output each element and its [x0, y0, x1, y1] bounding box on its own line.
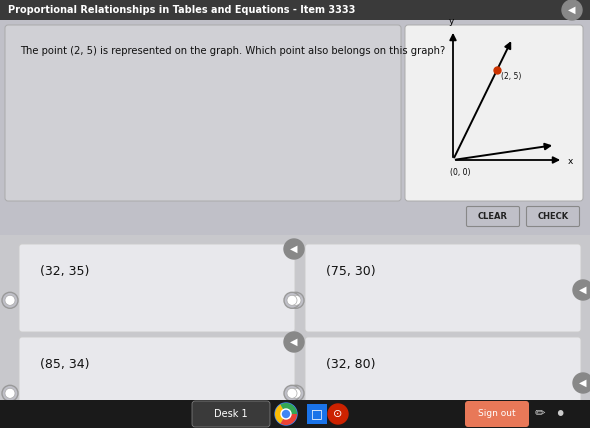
- Text: (32, 80): (32, 80): [326, 358, 375, 371]
- FancyBboxPatch shape: [0, 235, 590, 400]
- Text: (75, 30): (75, 30): [326, 265, 376, 278]
- Text: Desk 1: Desk 1: [214, 409, 248, 419]
- Circle shape: [275, 403, 297, 425]
- Circle shape: [284, 385, 300, 401]
- Wedge shape: [280, 414, 297, 425]
- Text: CHECK: CHECK: [537, 212, 569, 221]
- FancyBboxPatch shape: [5, 25, 401, 201]
- Circle shape: [5, 295, 15, 305]
- Circle shape: [291, 295, 301, 305]
- FancyBboxPatch shape: [192, 401, 270, 427]
- Text: (0, 0): (0, 0): [450, 168, 470, 177]
- Circle shape: [573, 280, 590, 300]
- FancyBboxPatch shape: [465, 401, 529, 427]
- Circle shape: [2, 385, 18, 401]
- Wedge shape: [275, 404, 286, 424]
- Circle shape: [573, 373, 590, 393]
- Text: CLEAR: CLEAR: [478, 212, 508, 221]
- Text: ◀: ◀: [568, 5, 576, 15]
- Text: ✏: ✏: [535, 407, 545, 420]
- Text: □: □: [311, 407, 323, 420]
- Text: y: y: [448, 17, 454, 26]
- Circle shape: [5, 388, 15, 398]
- FancyBboxPatch shape: [305, 337, 581, 425]
- FancyBboxPatch shape: [0, 0, 590, 20]
- Text: ◀: ◀: [290, 244, 298, 254]
- Circle shape: [562, 0, 582, 20]
- FancyBboxPatch shape: [0, 20, 590, 235]
- Text: The point (2, 5) is represented on the graph. Which point also belongs on this g: The point (2, 5) is represented on the g…: [20, 46, 445, 56]
- FancyBboxPatch shape: [305, 244, 581, 332]
- Circle shape: [288, 385, 304, 401]
- FancyBboxPatch shape: [467, 206, 520, 226]
- FancyBboxPatch shape: [19, 244, 295, 332]
- Text: ◀: ◀: [579, 285, 586, 295]
- Circle shape: [284, 332, 304, 352]
- Circle shape: [281, 409, 291, 419]
- Circle shape: [287, 388, 297, 398]
- Text: ◀: ◀: [290, 337, 298, 347]
- Text: (85, 34): (85, 34): [40, 358, 90, 371]
- Circle shape: [328, 404, 348, 424]
- FancyBboxPatch shape: [307, 404, 327, 424]
- FancyBboxPatch shape: [405, 25, 583, 201]
- Text: x: x: [568, 157, 573, 166]
- Circle shape: [284, 239, 304, 259]
- Text: ◀: ◀: [579, 378, 586, 388]
- Text: Proportional Relationships in Tables and Equations - Item 3333: Proportional Relationships in Tables and…: [8, 5, 355, 15]
- Circle shape: [2, 292, 18, 308]
- Circle shape: [284, 292, 300, 308]
- Text: (2, 5): (2, 5): [501, 72, 522, 81]
- FancyBboxPatch shape: [19, 337, 295, 425]
- FancyBboxPatch shape: [526, 206, 579, 226]
- Text: Sign out: Sign out: [478, 410, 516, 419]
- Text: ⊙: ⊙: [333, 409, 343, 419]
- Circle shape: [291, 388, 301, 398]
- Circle shape: [283, 410, 290, 417]
- Wedge shape: [280, 403, 297, 414]
- FancyBboxPatch shape: [0, 400, 590, 428]
- Circle shape: [288, 292, 304, 308]
- Text: •: •: [555, 404, 566, 423]
- Circle shape: [287, 295, 297, 305]
- Text: (32, 35): (32, 35): [40, 265, 89, 278]
